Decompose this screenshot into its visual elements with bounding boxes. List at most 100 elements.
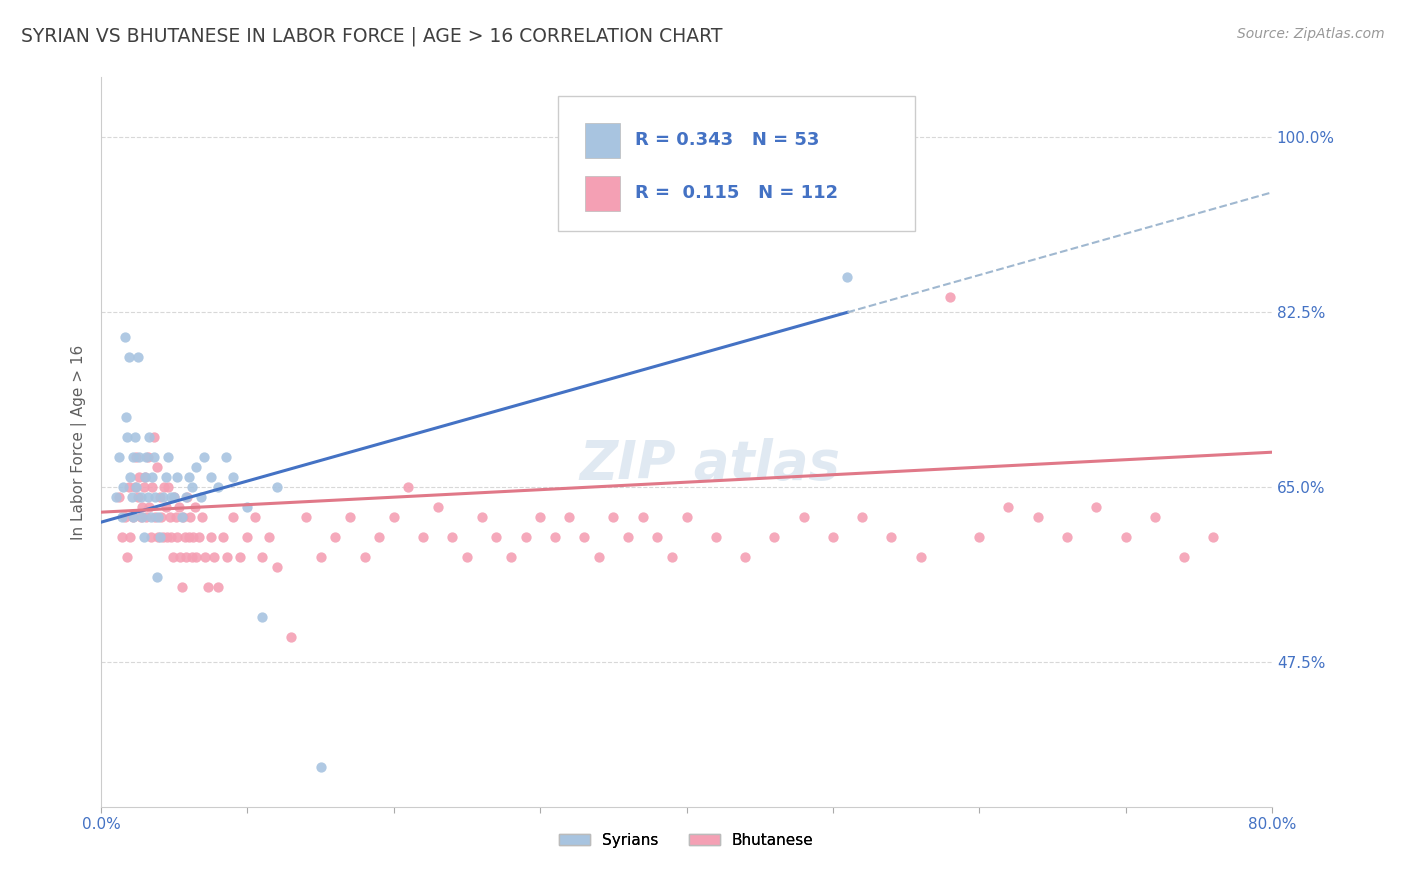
Point [114, 330, 136, 344]
Point [910, 550, 932, 565]
Point [704, 530, 727, 544]
Point [166, 530, 188, 544]
Point [143, 490, 166, 504]
Point [515, 530, 537, 544]
Point [180, 550, 202, 565]
Point [1056, 530, 1078, 544]
Point [112, 480, 135, 494]
Point [997, 500, 1019, 515]
Point [134, 470, 156, 484]
Point [131, 510, 153, 524]
Point [236, 530, 259, 544]
Point [134, 470, 156, 484]
Point [174, 550, 197, 565]
Point [107, 490, 129, 504]
Point [602, 150, 624, 164]
Point [793, 510, 815, 524]
Point [193, 450, 215, 465]
Point [661, 550, 683, 565]
Point [675, 510, 697, 524]
Point [132, 530, 155, 544]
Point [851, 510, 873, 524]
Point [172, 510, 194, 524]
Point [631, 510, 654, 524]
Point [120, 530, 142, 544]
FancyBboxPatch shape [558, 95, 915, 231]
Point [159, 510, 181, 524]
Point [125, 450, 148, 465]
Point [138, 430, 160, 444]
Point [170, 510, 193, 524]
Point [149, 490, 172, 504]
Point [837, 270, 859, 285]
Point [139, 530, 162, 544]
Point [180, 480, 202, 494]
Point [266, 560, 288, 574]
Point [166, 470, 188, 484]
Point [163, 490, 186, 504]
Point [967, 530, 990, 544]
Point [353, 550, 375, 565]
Point [544, 530, 567, 544]
Point [145, 460, 167, 475]
Point [309, 550, 332, 565]
Point [1026, 510, 1049, 524]
Point [197, 580, 219, 594]
Point [167, 500, 190, 515]
Point [174, 490, 197, 504]
Point [183, 530, 205, 544]
Point [136, 450, 159, 465]
Point [880, 530, 903, 544]
Point [128, 450, 150, 465]
Point [117, 550, 139, 565]
Point [136, 490, 159, 504]
Point [184, 500, 207, 515]
Point [160, 530, 183, 544]
Point [295, 510, 318, 524]
Point [202, 550, 225, 565]
Point [131, 500, 153, 515]
Point [138, 500, 160, 515]
Point [117, 430, 139, 444]
Point [1173, 550, 1195, 565]
Point [266, 480, 288, 494]
Point [156, 530, 179, 544]
Point [323, 530, 346, 544]
Point [148, 530, 170, 544]
Point [485, 530, 508, 544]
Point [125, 480, 148, 494]
Point [170, 580, 193, 594]
Point [152, 530, 174, 544]
Point [127, 490, 149, 504]
Point [165, 510, 187, 524]
Point [617, 530, 640, 544]
Point [412, 530, 434, 544]
FancyBboxPatch shape [585, 176, 620, 211]
Point [142, 450, 165, 465]
Point [177, 530, 200, 544]
Point [104, 490, 127, 504]
Point [120, 470, 142, 484]
Point [128, 470, 150, 484]
Y-axis label: In Labor Force | Age > 16: In Labor Force | Age > 16 [72, 344, 87, 540]
Point [152, 490, 174, 504]
Point [118, 351, 141, 365]
Point [734, 550, 756, 565]
Point [157, 450, 180, 465]
Point [173, 530, 195, 544]
Point [129, 510, 152, 524]
Point [163, 490, 186, 504]
Legend: Syrians, Bhutanese: Syrians, Bhutanese [554, 827, 820, 854]
Point [200, 530, 222, 544]
Text: Source: ZipAtlas.com: Source: ZipAtlas.com [1237, 27, 1385, 41]
Point [149, 530, 172, 544]
Point [382, 510, 405, 524]
FancyBboxPatch shape [585, 123, 620, 158]
Point [135, 510, 157, 524]
Point [135, 450, 157, 465]
Text: SYRIAN VS BHUTANESE IN LABOR FORCE | AGE > 16 CORRELATION CHART: SYRIAN VS BHUTANESE IN LABOR FORCE | AGE… [21, 27, 723, 46]
Point [398, 480, 420, 494]
Point [177, 470, 200, 484]
Point [127, 351, 149, 365]
Point [141, 470, 163, 484]
